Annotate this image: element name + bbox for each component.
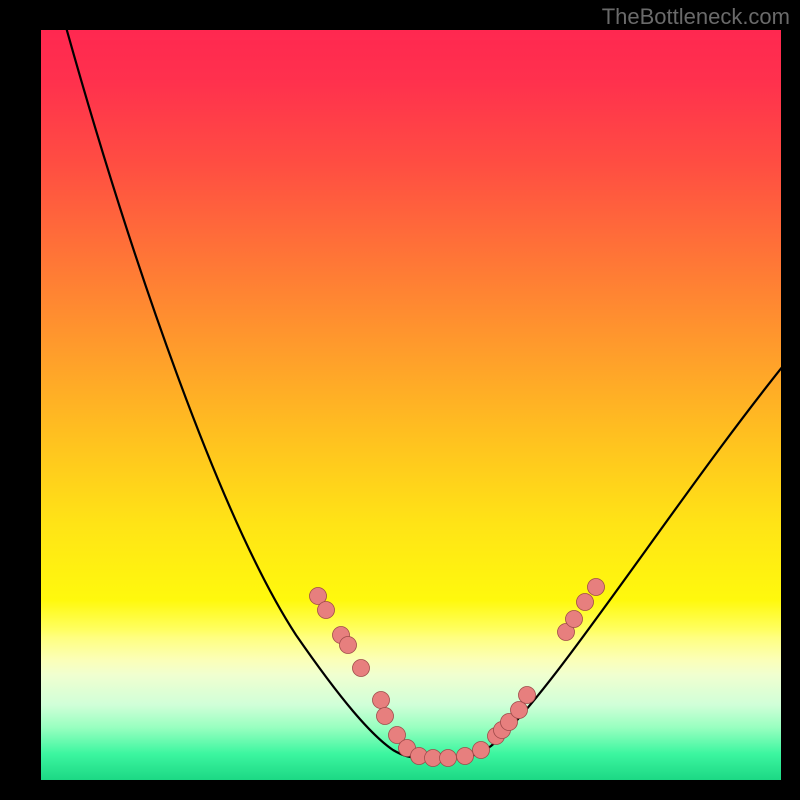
- marker-point: [519, 687, 536, 704]
- plot-area: [41, 30, 781, 780]
- marker-point: [566, 611, 583, 628]
- bottleneck-curve: [64, 30, 781, 758]
- marker-point: [377, 708, 394, 725]
- chart-frame: TheBottleneck.com: [0, 0, 800, 800]
- marker-point: [373, 692, 390, 709]
- marker-point: [425, 750, 442, 767]
- marker-point: [511, 702, 528, 719]
- watermark-text: TheBottleneck.com: [602, 4, 790, 30]
- marker-group: [310, 579, 605, 767]
- marker-point: [353, 660, 370, 677]
- marker-point: [457, 748, 474, 765]
- marker-point: [473, 742, 490, 759]
- curve-layer: [41, 30, 781, 780]
- marker-point: [577, 594, 594, 611]
- marker-point: [340, 637, 357, 654]
- marker-point: [440, 750, 457, 767]
- marker-point: [588, 579, 605, 596]
- marker-point: [318, 602, 335, 619]
